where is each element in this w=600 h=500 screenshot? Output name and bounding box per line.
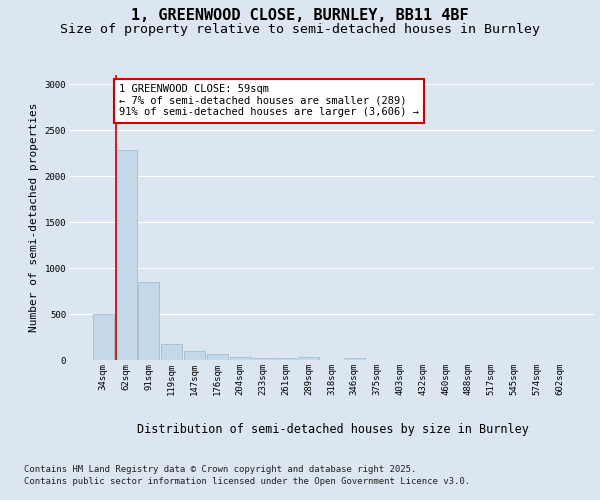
Bar: [207, 354, 228, 360]
Bar: [230, 357, 251, 360]
Bar: [275, 358, 296, 360]
Bar: [298, 357, 319, 360]
Bar: [93, 314, 114, 360]
Bar: [344, 358, 365, 360]
Text: 1 GREENWOOD CLOSE: 59sqm
← 7% of semi-detached houses are smaller (289)
91% of s: 1 GREENWOOD CLOSE: 59sqm ← 7% of semi-de…: [119, 84, 419, 117]
Text: Contains public sector information licensed under the Open Government Licence v3: Contains public sector information licen…: [24, 478, 470, 486]
Bar: [184, 351, 205, 360]
Text: 1, GREENWOOD CLOSE, BURNLEY, BB11 4BF: 1, GREENWOOD CLOSE, BURNLEY, BB11 4BF: [131, 8, 469, 22]
Bar: [161, 344, 182, 360]
Text: Contains HM Land Registry data © Crown copyright and database right 2025.: Contains HM Land Registry data © Crown c…: [24, 465, 416, 474]
Text: Distribution of semi-detached houses by size in Burnley: Distribution of semi-detached houses by …: [137, 422, 529, 436]
Bar: [139, 282, 160, 360]
Bar: [253, 358, 274, 360]
Y-axis label: Number of semi-detached properties: Number of semi-detached properties: [29, 103, 39, 332]
Text: Size of property relative to semi-detached houses in Burnley: Size of property relative to semi-detach…: [60, 22, 540, 36]
Bar: [116, 150, 137, 360]
